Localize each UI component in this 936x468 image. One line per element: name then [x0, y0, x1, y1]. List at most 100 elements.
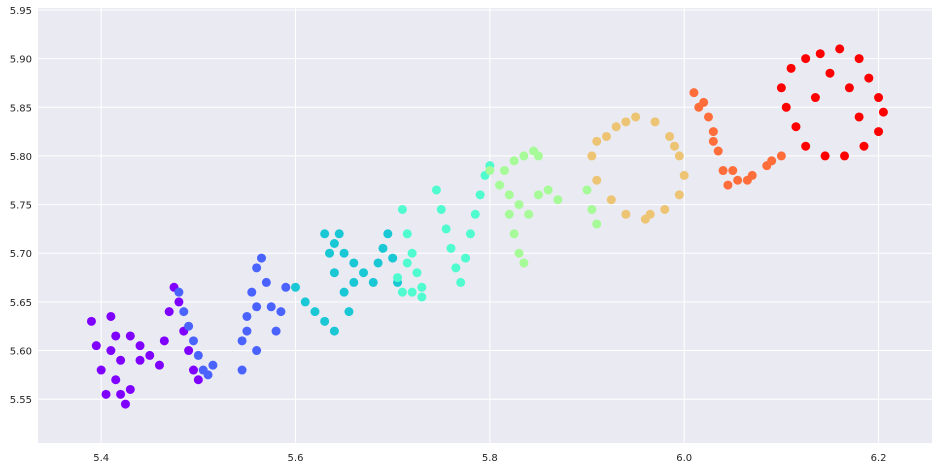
data-point — [373, 258, 383, 268]
data-point — [164, 307, 174, 317]
data-point — [713, 146, 723, 156]
data-point — [742, 175, 752, 185]
data-point — [252, 346, 262, 356]
y-tick-label: 5.90 — [10, 55, 32, 66]
data-point — [665, 131, 675, 141]
series-group — [776, 44, 888, 161]
data-point — [533, 151, 543, 161]
data-point — [188, 365, 198, 375]
data-point — [801, 141, 811, 151]
data-point — [874, 127, 884, 137]
x-tick-label: 5.6 — [288, 453, 304, 464]
data-point — [514, 200, 524, 210]
series-group — [86, 282, 203, 409]
y-tick-label: 5.75 — [10, 201, 32, 212]
data-point — [708, 136, 718, 146]
data-point — [106, 311, 116, 321]
data-point — [339, 248, 349, 258]
data-point — [412, 268, 422, 278]
data-point — [601, 131, 611, 141]
data-point — [237, 365, 247, 375]
data-point — [271, 326, 281, 336]
data-point — [310, 307, 320, 317]
data-point — [801, 54, 811, 64]
data-point — [329, 268, 339, 278]
data-point — [276, 307, 286, 317]
data-point — [631, 112, 641, 122]
data-point — [159, 336, 169, 346]
data-point — [524, 209, 534, 219]
data-point — [441, 224, 451, 234]
data-point — [111, 331, 121, 341]
data-point — [543, 185, 553, 195]
data-point — [407, 287, 417, 297]
data-point — [854, 54, 864, 64]
data-point — [383, 229, 393, 239]
data-point — [125, 331, 135, 341]
data-point — [776, 151, 786, 161]
data-point — [611, 122, 621, 132]
data-point — [679, 170, 689, 180]
data-point — [582, 185, 592, 195]
data-point — [237, 336, 247, 346]
data-point — [300, 297, 310, 307]
data-point — [835, 44, 845, 54]
data-point — [179, 307, 189, 317]
data-point — [519, 258, 529, 268]
data-point — [188, 336, 198, 346]
data-point — [514, 248, 524, 258]
data-point — [470, 209, 480, 219]
data-point — [242, 326, 252, 336]
data-point — [728, 166, 738, 176]
data-point — [378, 243, 388, 253]
data-point — [431, 185, 441, 195]
data-point — [325, 248, 335, 258]
data-point — [592, 175, 602, 185]
data-point — [844, 83, 854, 93]
data-point — [786, 63, 796, 73]
data-point — [509, 229, 519, 239]
data-point — [874, 93, 884, 103]
data-point — [334, 229, 344, 239]
data-point — [689, 88, 699, 98]
y-tick-label: 5.55 — [10, 395, 32, 406]
data-point — [504, 190, 514, 200]
data-point — [704, 112, 713, 122]
series-group — [291, 229, 403, 336]
data-point — [645, 209, 655, 219]
data-point — [417, 282, 427, 292]
data-point — [252, 263, 262, 273]
data-point — [203, 370, 213, 380]
data-point — [86, 316, 96, 326]
data-point — [825, 68, 835, 78]
x-tick-label: 5.8 — [482, 453, 498, 464]
data-point — [174, 297, 184, 307]
series-group — [393, 161, 495, 302]
data-point — [733, 175, 743, 185]
y-tick-label: 5.70 — [10, 249, 32, 260]
data-point — [499, 166, 509, 176]
data-point — [694, 102, 704, 112]
data-point — [135, 355, 145, 365]
data-point — [456, 277, 466, 287]
data-point — [329, 326, 339, 336]
data-point — [621, 117, 631, 127]
data-point — [101, 389, 111, 399]
data-point — [349, 258, 359, 268]
x-tick-label: 5.4 — [93, 453, 109, 464]
data-point — [145, 350, 155, 360]
data-point — [174, 287, 184, 297]
data-point — [184, 346, 194, 356]
data-point — [359, 268, 369, 278]
data-point — [451, 263, 461, 273]
data-point — [96, 365, 106, 375]
series-group — [587, 112, 689, 224]
x-tick-label: 6.2 — [871, 453, 887, 464]
data-point — [106, 346, 116, 356]
data-point — [247, 287, 257, 297]
data-point — [154, 360, 164, 370]
data-point — [533, 190, 543, 200]
x-tick-labels: 5.4 5.6 5.8 6.0 6.2 — [93, 453, 886, 464]
data-point — [859, 141, 869, 151]
